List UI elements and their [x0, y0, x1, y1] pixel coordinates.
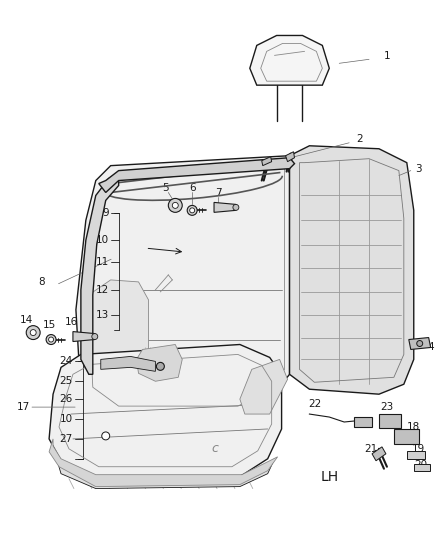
Circle shape: [190, 208, 194, 213]
Polygon shape: [49, 439, 278, 487]
Polygon shape: [214, 203, 236, 212]
Text: LH: LH: [320, 470, 339, 483]
Text: 2: 2: [356, 134, 362, 144]
Text: 12: 12: [95, 285, 109, 295]
Text: 26: 26: [60, 394, 73, 404]
Circle shape: [102, 432, 110, 440]
Polygon shape: [409, 337, 431, 350]
Text: 9: 9: [102, 208, 109, 219]
Text: 19: 19: [412, 444, 425, 454]
Text: 27: 27: [60, 434, 73, 444]
Text: 11: 11: [95, 257, 109, 267]
Bar: [354, 417, 372, 427]
Text: 3: 3: [415, 164, 422, 174]
Polygon shape: [286, 152, 294, 161]
Polygon shape: [101, 357, 155, 372]
Polygon shape: [73, 332, 95, 342]
Text: 20: 20: [414, 460, 427, 470]
Circle shape: [233, 204, 239, 211]
Polygon shape: [56, 457, 275, 489]
Circle shape: [156, 362, 164, 370]
Polygon shape: [250, 36, 329, 85]
Text: 1: 1: [384, 51, 390, 61]
Text: 22: 22: [308, 399, 321, 409]
Polygon shape: [83, 280, 148, 407]
Polygon shape: [240, 359, 288, 414]
Circle shape: [92, 334, 98, 340]
Text: 8: 8: [38, 277, 44, 287]
Polygon shape: [372, 447, 386, 461]
Circle shape: [417, 341, 423, 346]
Text: 16: 16: [64, 317, 78, 327]
Text: 21: 21: [364, 444, 378, 454]
Text: 15: 15: [42, 320, 56, 329]
Text: 5: 5: [162, 183, 169, 193]
Text: 14: 14: [20, 314, 33, 325]
Bar: [394, 429, 419, 444]
Circle shape: [172, 203, 178, 208]
Circle shape: [49, 337, 53, 342]
Text: 10: 10: [95, 235, 109, 245]
Circle shape: [187, 205, 197, 215]
Circle shape: [30, 329, 36, 336]
Text: 17: 17: [17, 402, 30, 412]
Circle shape: [168, 198, 182, 212]
Polygon shape: [76, 156, 290, 414]
Polygon shape: [81, 173, 119, 374]
Polygon shape: [137, 344, 182, 381]
Text: 7: 7: [215, 189, 221, 198]
Text: 10: 10: [60, 414, 73, 424]
Text: 13: 13: [95, 310, 109, 320]
Bar: [414, 464, 430, 471]
Text: 6: 6: [189, 183, 195, 193]
Text: 25: 25: [60, 376, 73, 386]
Text: 4: 4: [427, 343, 434, 352]
Polygon shape: [99, 158, 294, 192]
Polygon shape: [290, 146, 414, 394]
Text: c: c: [212, 442, 219, 455]
Text: 23: 23: [380, 402, 394, 412]
Polygon shape: [262, 157, 272, 166]
Polygon shape: [49, 344, 282, 479]
Text: 18: 18: [407, 422, 420, 432]
Text: 24: 24: [60, 357, 73, 366]
Circle shape: [46, 335, 56, 344]
Circle shape: [26, 326, 40, 340]
Bar: [407, 451, 425, 459]
Bar: [379, 414, 401, 428]
